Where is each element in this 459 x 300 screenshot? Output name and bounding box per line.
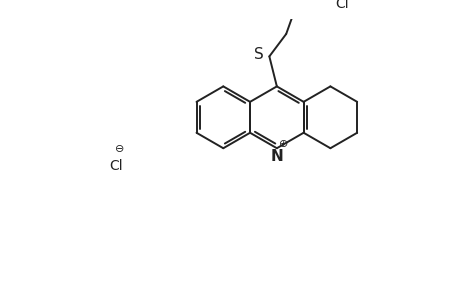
Text: Cl: Cl [335,0,348,11]
Text: ⊕: ⊕ [278,140,287,149]
Text: N: N [270,149,283,164]
Text: ⊖: ⊖ [114,144,124,154]
Text: S: S [253,47,263,62]
Text: Cl: Cl [109,160,122,173]
